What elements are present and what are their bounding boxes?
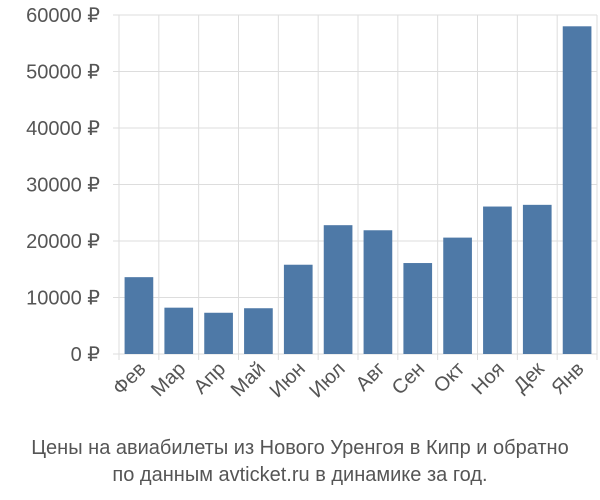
bar [483, 206, 512, 354]
x-tick-label: Авг [352, 358, 390, 396]
bar [443, 237, 472, 354]
bar [363, 230, 393, 354]
x-tick-label: Фев [109, 358, 151, 400]
y-tick-label: 60000 ₽ [26, 5, 100, 27]
x-tick-label: Дек [510, 358, 549, 397]
x-tick-label: Апр [190, 358, 231, 399]
chart-caption-line-2: по данным avticket.ru в динамике за год. [112, 464, 488, 486]
bar [323, 225, 353, 354]
y-tick-label: 50000 ₽ [26, 62, 100, 84]
bar [403, 263, 433, 354]
x-tick-label: Янв [548, 358, 589, 399]
bar [164, 307, 194, 354]
bar [244, 308, 273, 354]
y-tick-label: 20000 ₽ [26, 231, 100, 253]
bar-chart: 0 ₽ 10000 ₽ 20000 ₽ 30000 ₽ 40000 ₽ 50000 ₽ 60… [26, 5, 598, 402]
x-tick-label: Май [227, 358, 270, 401]
x-tick-label: Ноя [468, 358, 509, 399]
x-tick-label: Июл [305, 358, 349, 402]
y-tick-label: 10000 ₽ [26, 288, 100, 310]
x-tick-label: Окт [430, 358, 469, 397]
chart-caption-line-1: Цены на авиабилеты из Нового Уренгоя в К… [31, 437, 569, 459]
bar [522, 204, 552, 354]
bar [204, 312, 233, 354]
bar [283, 264, 313, 354]
y-tick-label: 40000 ₽ [26, 118, 100, 140]
x-tick-label: Сен [388, 358, 429, 399]
bar [562, 26, 592, 355]
bar [124, 277, 154, 354]
y-tick-label: 30000 ₽ [26, 175, 100, 197]
x-tick-label: Мар [147, 358, 190, 401]
y-tick-label: 0 ₽ [71, 344, 101, 366]
x-tick-label: Июн [266, 358, 310, 402]
